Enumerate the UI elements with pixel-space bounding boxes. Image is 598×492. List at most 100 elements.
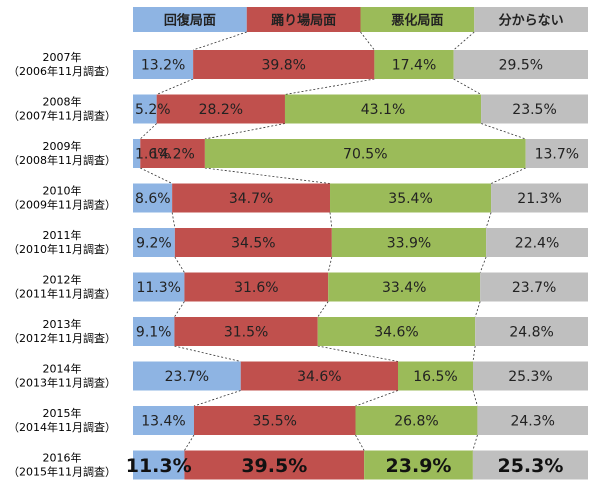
- bar-segment-7-1: [240, 361, 398, 391]
- value-label-9-3: 25.3%: [497, 455, 563, 477]
- bar-segment-2-3: [525, 139, 588, 168]
- category-label-survey-3: （2009年11月調査）: [8, 198, 116, 212]
- value-label-6-2: 34.6%: [374, 325, 418, 341]
- value-label-1-1: 28.2%: [199, 102, 243, 118]
- bar-row-8: 13.4% 35.5% 26.8% 24.3%: [133, 406, 588, 435]
- value-label-9-0: 11.3%: [126, 455, 192, 477]
- category-label-year-1: 2008年: [43, 95, 82, 109]
- bar-segment-6-3: [475, 317, 588, 346]
- value-label-2-3: 13.7%: [535, 147, 579, 163]
- bar-segment-8-3: [477, 406, 588, 435]
- bar-segment-8-0: [133, 406, 194, 435]
- bar-segment-3-2: [330, 183, 492, 213]
- category-label-year-5: 2012年: [43, 273, 82, 287]
- value-label-9-1: 39.5%: [241, 455, 307, 477]
- bar-row-5: 11.3% 31.6% 33.4% 23.7%: [133, 272, 588, 302]
- bar-row-9: 11.3% 39.5% 23.9% 25.3%: [126, 450, 588, 480]
- bar-segment-0-1: [193, 50, 375, 79]
- value-label-8-3: 24.3%: [510, 414, 554, 430]
- value-label-0-1: 39.8%: [262, 58, 306, 74]
- value-label-3-0: 8.6%: [135, 191, 171, 207]
- bar-segment-4-0: [133, 228, 175, 257]
- connector-6-1: [174, 345, 241, 362]
- bar-segment-8-2: [355, 406, 478, 435]
- bar-row-0: 13.2% 39.8% 17.4% 29.5%: [133, 50, 588, 79]
- bar-segment-7-0: [133, 361, 241, 391]
- category-label-year-8: 2015年: [43, 406, 82, 420]
- value-label-6-0: 9.1%: [136, 325, 172, 341]
- legend-label-1: 踊り場局面: [271, 13, 336, 29]
- connector-8-1: [184, 434, 195, 451]
- value-label-5-3: 23.7%: [512, 280, 556, 296]
- connector-4-2: [327, 256, 333, 273]
- legend-swatch-2: [360, 7, 475, 32]
- connector-lines: [140, 31, 526, 451]
- value-label-4-3: 22.4%: [515, 236, 559, 252]
- category-axis: 2007年（2006年11月調査）2008年（2007年11月調査）2009年（…: [8, 50, 116, 479]
- connector-1-2: [204, 123, 286, 140]
- bar-segment-4-3: [486, 228, 588, 257]
- bar-segment-4-2: [331, 228, 487, 257]
- category-label-year-7: 2014年: [43, 362, 82, 376]
- bar-row-3: 8.6% 34.7% 35.4% 21.3%: [133, 183, 588, 213]
- bar-segment-5-0: [133, 272, 185, 302]
- bar-segment-5-3: [480, 272, 588, 302]
- value-label-0-2: 17.4%: [392, 58, 436, 74]
- value-label-5-1: 31.6%: [234, 280, 278, 296]
- bar-segment-9-3: [472, 450, 588, 480]
- connector-2-2: [204, 167, 331, 184]
- bar-segment-1-3: [481, 94, 588, 124]
- bar-row-7: 23.7% 34.6% 16.5% 25.3%: [133, 361, 588, 391]
- category-label-survey-2: （2008年11月調査）: [8, 153, 116, 167]
- bar-segment-6-1: [174, 317, 318, 346]
- value-label-3-1: 34.7%: [229, 191, 273, 207]
- bar-segment-6-2: [317, 317, 476, 346]
- bar-segment-8-1: [193, 406, 356, 435]
- connector-3-2: [329, 212, 333, 229]
- category-label-year-9: 2016年: [43, 451, 82, 465]
- value-label-6-1: 31.5%: [224, 325, 268, 341]
- value-label-2-1: 14.2%: [150, 147, 194, 163]
- value-label-4-2: 33.9%: [387, 236, 431, 252]
- value-label-7-2: 16.5%: [413, 369, 457, 385]
- connector-0-2: [284, 78, 375, 95]
- connector-legend-3: [453, 31, 475, 51]
- value-label-1-3: 23.5%: [512, 102, 556, 118]
- legend-label-2: 悪化局面: [391, 13, 443, 29]
- value-label-4-0: 9.2%: [136, 236, 172, 252]
- category-label-year-3: 2010年: [43, 184, 82, 198]
- value-label-3-2: 35.4%: [388, 191, 432, 207]
- connector-2-1: [140, 167, 173, 184]
- bar-segment-9-1: [184, 450, 365, 480]
- category-label-year-0: 2007年: [43, 50, 82, 64]
- value-label-4-1: 34.5%: [231, 236, 275, 252]
- bar-segment-3-3: [491, 183, 588, 213]
- value-label-3-3: 21.3%: [517, 191, 561, 207]
- connector-6-2: [317, 345, 399, 362]
- connector-5-1: [174, 301, 185, 318]
- category-label-survey-0: （2006年11月調査）: [8, 64, 116, 78]
- value-label-1-2: 43.1%: [361, 102, 405, 118]
- connector-5-2: [317, 301, 329, 318]
- connector-8-3: [472, 434, 478, 451]
- legend-swatch-1: [246, 7, 361, 32]
- category-label-year-4: 2011年: [43, 228, 82, 242]
- value-label-6-3: 24.8%: [509, 325, 553, 341]
- connector-2-3: [490, 167, 526, 184]
- category-label-survey-7: （2013年11月調査）: [8, 376, 116, 390]
- value-label-9-2: 23.9%: [386, 455, 452, 477]
- bar-segment-6-0: [133, 317, 175, 346]
- bar-row-6: 9.1% 31.5% 34.6% 24.8%: [133, 317, 588, 346]
- connector-7-2: [355, 390, 399, 407]
- value-label-8-1: 35.5%: [252, 414, 296, 430]
- category-label-year-6: 2013年: [43, 317, 82, 331]
- bar-row-1: 5.2% 28.2% 43.1% 23.5%: [133, 94, 588, 124]
- bar-segment-3-0: [133, 183, 173, 213]
- bar-row-4: 9.2% 34.5% 33.9% 22.4%: [133, 228, 588, 257]
- value-label-7-0: 23.7%: [165, 369, 209, 385]
- connector-6-3: [472, 345, 476, 362]
- connector-legend-1: [192, 31, 247, 51]
- bar-segment-9-2: [364, 450, 473, 480]
- bar-segment-7-2: [398, 361, 473, 391]
- category-label-survey-8: （2014年11月調査）: [8, 420, 116, 434]
